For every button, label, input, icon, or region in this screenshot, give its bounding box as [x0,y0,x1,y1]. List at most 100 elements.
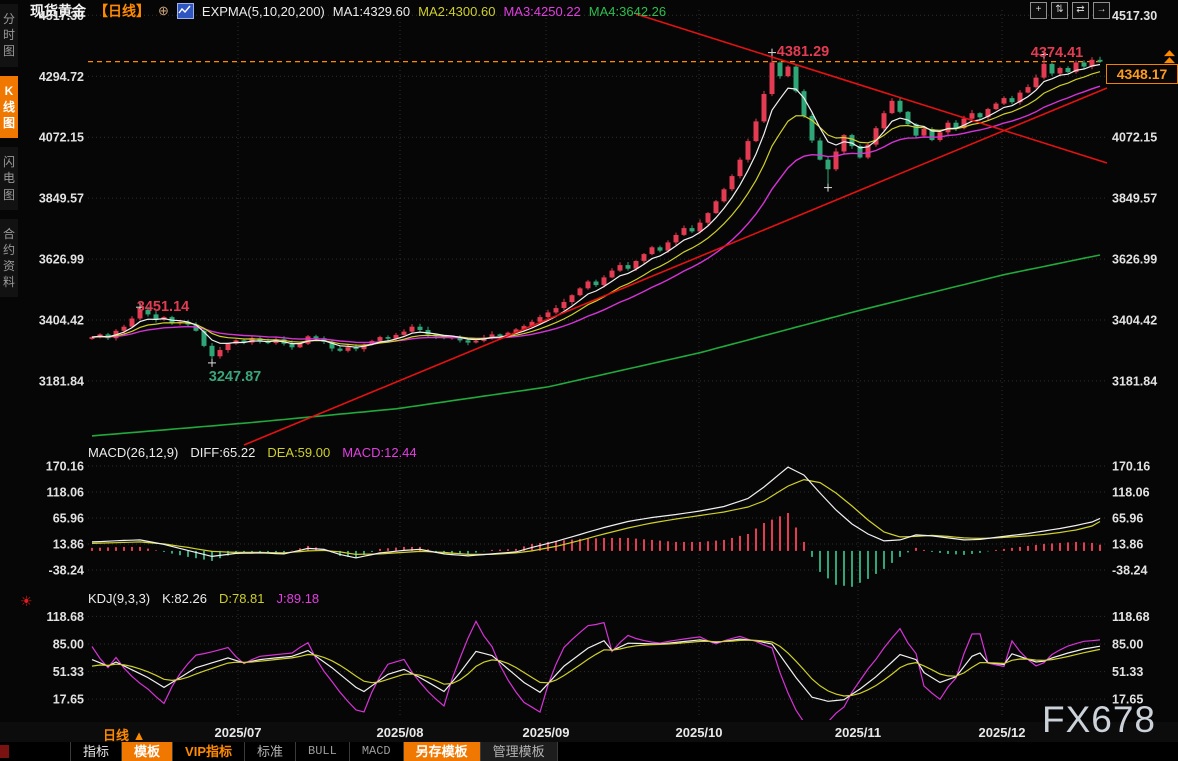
macd-dea-value: DEA:59.00 [267,445,331,460]
svg-text:17.65: 17.65 [53,693,84,707]
period-label: 日线 [103,728,130,743]
sidebar-item-timeline[interactable]: 分时图 [0,4,18,67]
svg-text:4517.30: 4517.30 [1112,9,1157,23]
price-marker-arrows [1164,50,1175,64]
chart-header: 现货黄金 【日线】 ⊕ EXPMA(5,10,20,200) MA1:4329.… [30,3,666,19]
pan-right-icon[interactable]: → [1093,2,1110,19]
tab-standard[interactable]: 标准 [245,742,297,761]
chart-toolbar: + ⇅ ⇄ → [1030,2,1110,19]
tab-macd[interactable]: MACD [350,742,404,761]
kdj-name[interactable]: KDJ(9,3,3) [88,591,151,606]
macd-name[interactable]: MACD(26,12,9) [88,445,179,460]
svg-text:65.96: 65.96 [53,512,84,526]
trendline[interactable] [243,87,1108,446]
svg-text:85.00: 85.00 [1112,638,1143,652]
macd-panel [91,466,1101,587]
svg-text:-38.24: -38.24 [49,564,84,578]
svg-text:118.68: 118.68 [1112,610,1150,624]
scale-horizontal-icon[interactable]: ⇄ [1072,2,1089,19]
svg-text:3404.42: 3404.42 [39,314,84,328]
tab-vip-indicators[interactable]: VIP指标 [173,742,245,761]
tab-manage-templates[interactable]: 管理模板 [480,742,558,761]
svg-text:3404.42: 3404.42 [1112,314,1157,328]
kdj-header: KDJ(9,3,3) K:82.26 D:78.81 J:89.18 [88,591,319,606]
ma20-line [91,85,1101,344]
x-axis-month-label: 2025/08 [376,725,424,740]
svg-text:170.16: 170.16 [1112,460,1150,474]
x-axis-month-label: 2025/11 [834,725,882,740]
x-axis-month-label: 2025/09 [522,725,570,740]
svg-text:3849.57: 3849.57 [1112,192,1157,206]
svg-text:3181.84: 3181.84 [1112,374,1157,388]
kdj-j-value: J:89.18 [276,591,320,606]
price-annotation: 3247.87 [209,369,261,385]
gridlines [88,10,1105,718]
x-axis-month-label: 2025/10 [675,725,723,740]
kline-mini-icon [176,3,194,19]
symbol-name: 现货黄金 [30,3,86,19]
macd-macd-value: MACD:12.44 [342,445,417,460]
tab-indicators[interactable]: 指标 [70,742,123,761]
ma10-line [91,71,1101,346]
tab-strip-marker [0,745,9,758]
sidebar-item-flash[interactable]: 闪电图 [0,147,18,210]
kdj-d-value: D:78.81 [218,591,265,606]
price-annotation: 3451.14 [137,299,189,315]
svg-text:3626.99: 3626.99 [39,253,84,267]
svg-text:118.06: 118.06 [1112,486,1150,500]
kdj-panel [91,619,1101,720]
ma5-line [91,63,1101,348]
sidebar-item-contract-info[interactable]: 合约资料 [0,218,18,298]
last-price-tag: 4348.17 [1106,64,1178,84]
ma200-line [91,254,1101,437]
kdj-alert-icon[interactable]: ☀ [20,593,33,609]
tab-save-template[interactable]: 另存模板 [403,742,481,761]
svg-text:4072.15: 4072.15 [39,131,84,145]
fx678-watermark: FX678 [1042,699,1157,740]
svg-text:4072.15: 4072.15 [1112,131,1157,145]
scale-vertical-icon[interactable]: ⇅ [1051,2,1068,19]
period-badge[interactable]: 【日线】 [94,3,150,19]
svg-text:13.86: 13.86 [53,538,84,552]
svg-text:-38.24: -38.24 [1112,564,1147,578]
tab-bull[interactable]: BULL [296,742,350,761]
indicator-name[interactable]: EXPMA(5,10,20,200) [201,3,325,19]
tab-templates[interactable]: 模板 [122,742,174,761]
period-selector[interactable]: 日线 ▲ [103,725,146,744]
price-annotation: 4381.29 [777,44,829,60]
svg-text:4294.72: 4294.72 [39,70,84,84]
crosshair-icon[interactable]: + [1030,2,1047,19]
svg-text:3849.57: 3849.57 [39,192,84,206]
bottom-tabbar: 指标 模板 VIP指标 标准 BULL MACD 另存模板 管理模板 [0,742,1178,761]
svg-text:17.65: 17.65 [1112,693,1143,707]
k-line [91,638,1101,702]
d-line [91,639,1101,697]
macd-header: MACD(26,12,9) DIFF:65.22 DEA:59.00 MACD:… [88,445,417,460]
svg-text:4517.30: 4517.30 [39,9,84,23]
ma4-value: MA4:3642.26 [588,3,667,19]
candles-panel [88,48,1105,437]
svg-text:170.16: 170.16 [46,460,84,474]
x-axis-row: 日线 ▲ 2025/07 2025/08 2025/09 2025/10 2025/11… [0,722,1178,744]
price-chart-svg[interactable]: 4517.304517.304294.724294.724072.154072.… [0,0,1178,722]
trendline[interactable] [635,13,1108,164]
price-annotation: 4374.41 [1031,45,1083,61]
svg-text:51.33: 51.33 [1112,665,1143,679]
ma2-value: MA2:4300.60 [418,3,496,19]
sidebar-item-kline[interactable]: K线图 [0,75,18,139]
kdj-k-value: K:82.26 [162,591,207,606]
svg-text:118.06: 118.06 [46,486,84,500]
j-line [91,619,1101,720]
svg-text:118.68: 118.68 [46,610,84,624]
add-compare-icon[interactable]: ⊕ [158,3,169,18]
candles-group [89,48,1103,367]
ma1-value: MA1:4329.60 [332,3,411,19]
svg-text:85.00: 85.00 [53,638,84,652]
svg-text:13.86: 13.86 [1112,538,1143,552]
svg-text:51.33: 51.33 [53,665,84,679]
macd-diff-value: DIFF:65.22 [190,445,256,460]
x-axis-month-label: 2025/07 [214,725,262,740]
svg-text:3626.99: 3626.99 [1112,253,1157,267]
chevron-up-icon: ▲ [132,728,146,743]
